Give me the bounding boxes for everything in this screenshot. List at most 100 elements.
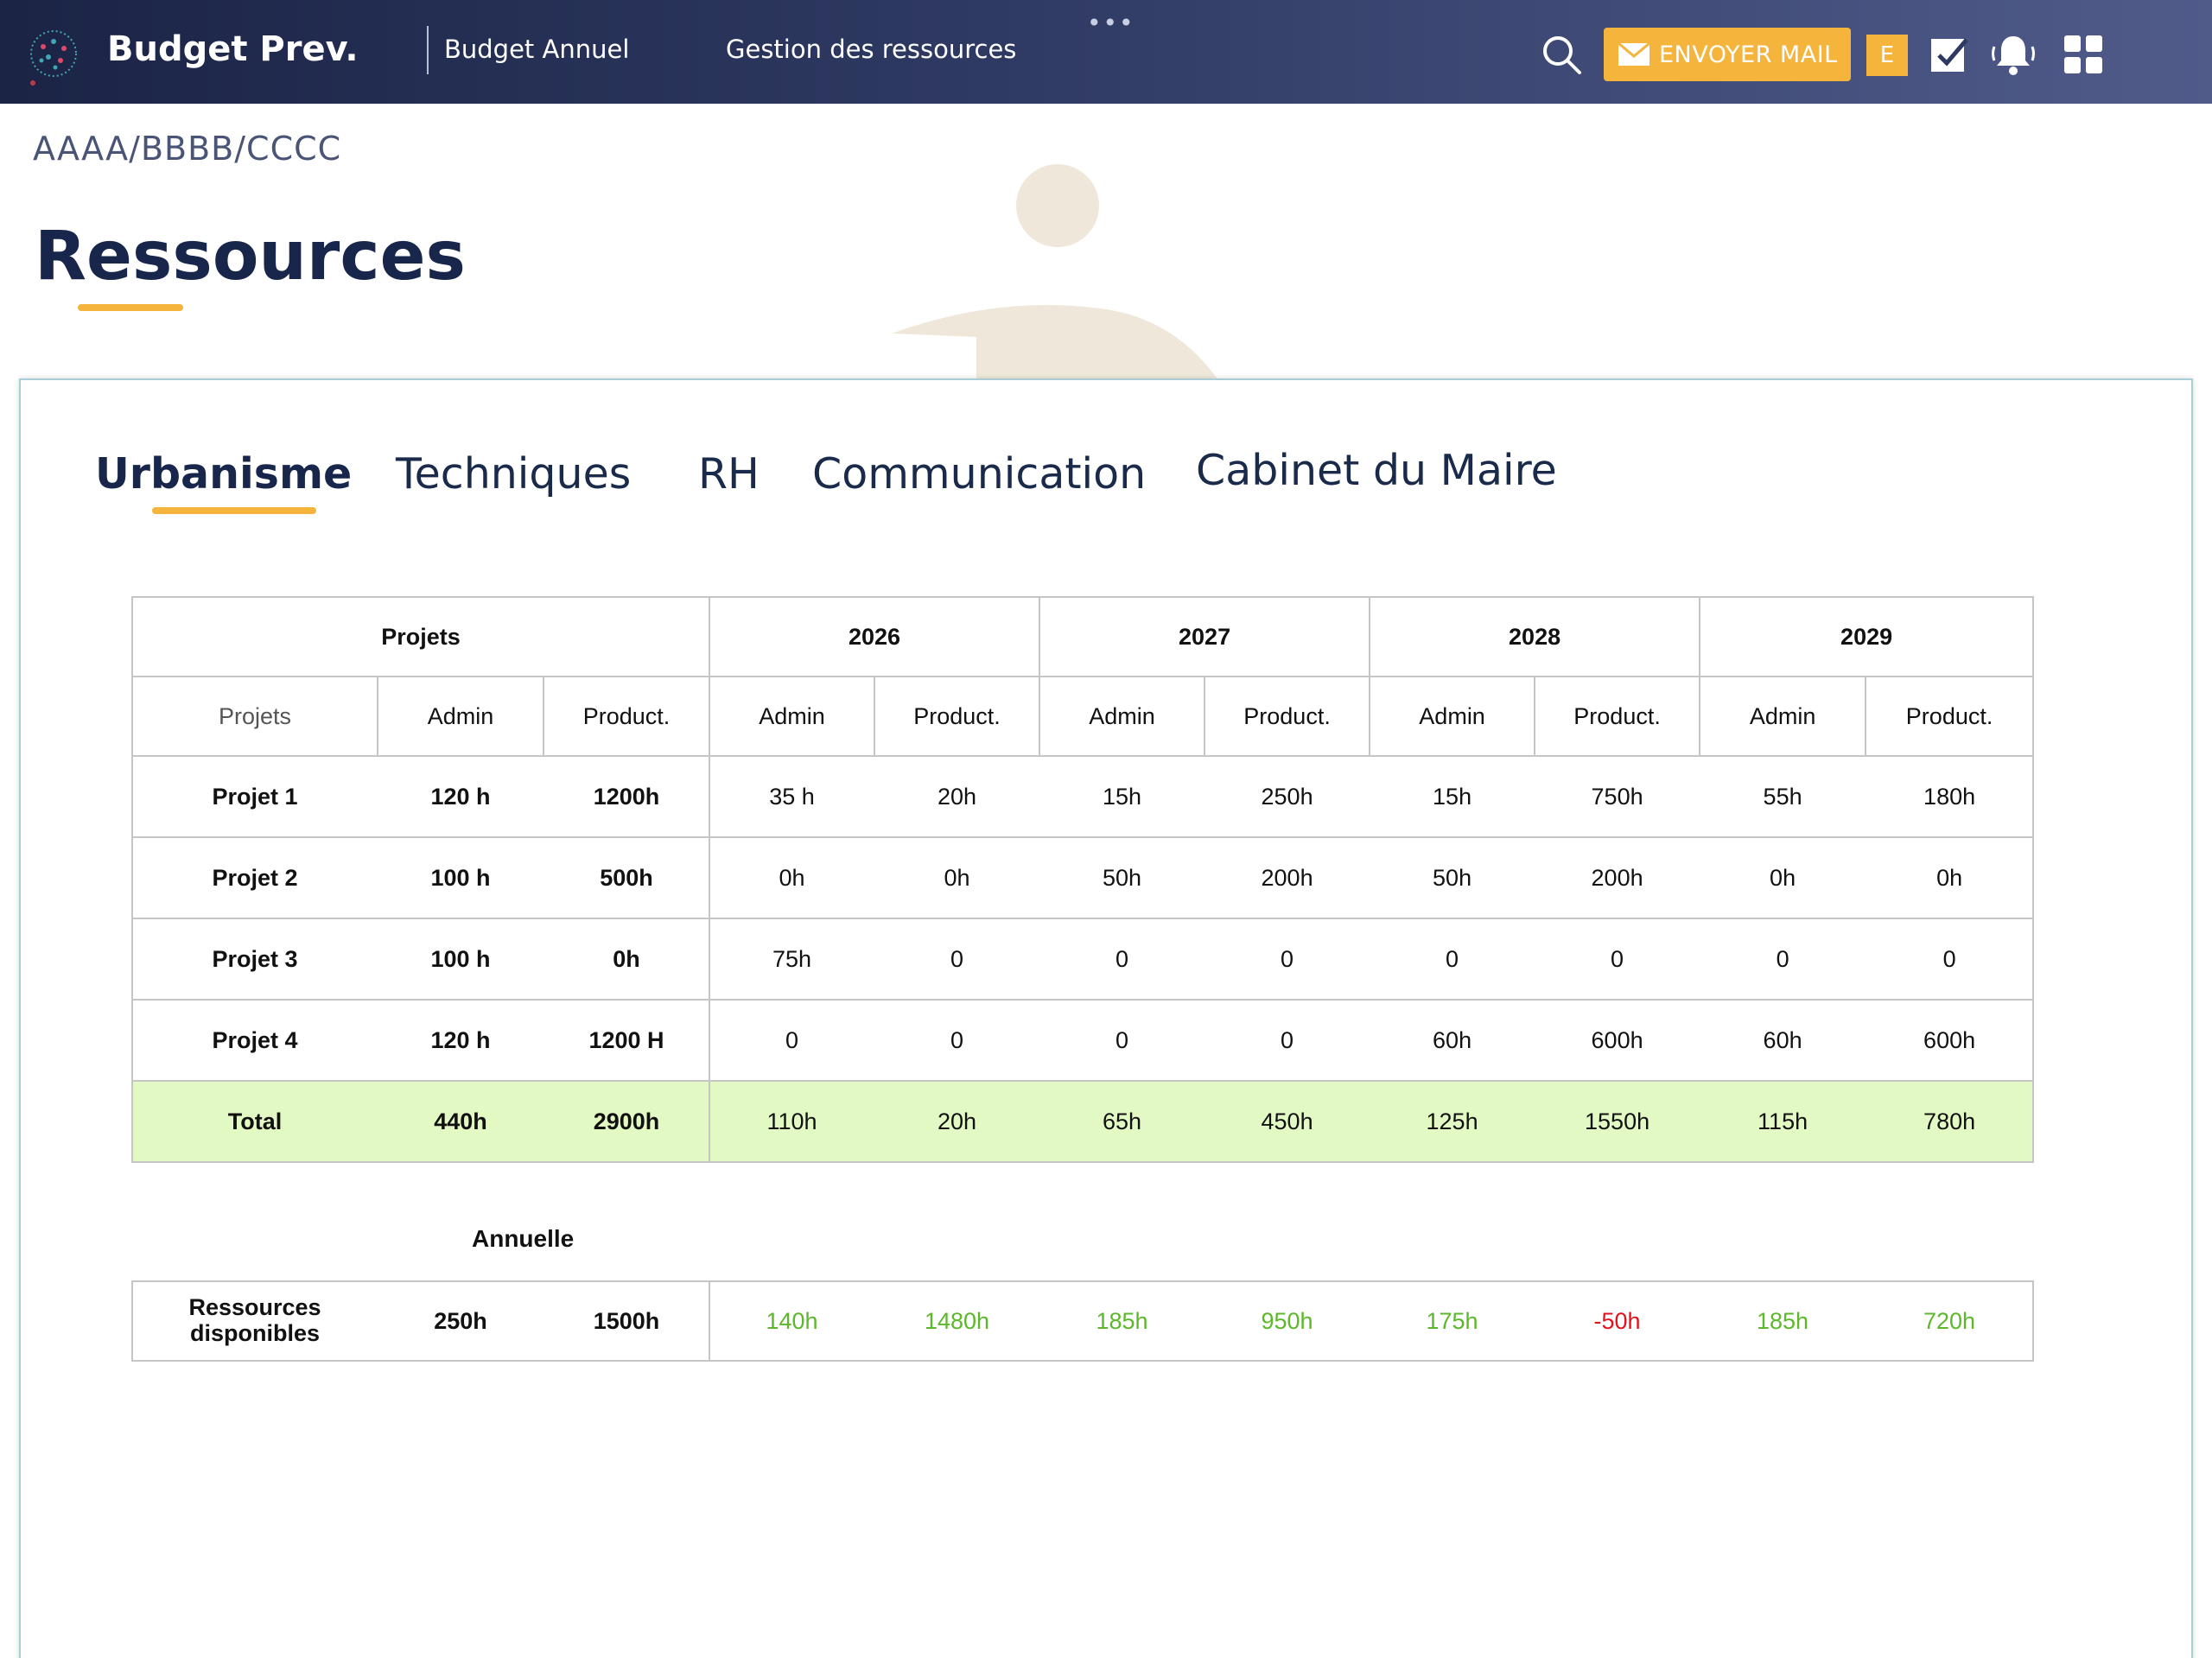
header-year-2029: 2029 <box>1699 596 2035 677</box>
table-cell: 0h <box>1866 836 2035 919</box>
total-cell: 20h <box>874 1080 1040 1163</box>
user-avatar[interactable]: E <box>1866 35 1908 76</box>
resources-row: Ressources disponibles 250h 1500h 140h 1… <box>131 1280 2034 1362</box>
mail-icon <box>1618 42 1650 66</box>
tab-cabinet-du-maire[interactable]: Cabinet du Maire <box>1196 446 1557 495</box>
subheader-cell: Admin <box>1369 676 1536 757</box>
table-cell: 50h <box>1039 836 1205 919</box>
resource-cell: 175h <box>1370 1280 1535 1362</box>
header-year-2027: 2027 <box>1039 596 1371 677</box>
table-cell: 0 <box>1205 999 1370 1082</box>
table-row: Projet 3 100 h 0h 75h 0 0 0 0 0 0 0 <box>131 918 2035 1001</box>
table-cell: 35 h <box>709 755 875 838</box>
table-cell: 55h <box>1700 755 1866 838</box>
table-cell: 600h <box>1866 999 2035 1082</box>
resource-cell-negative: -50h <box>1535 1280 1700 1362</box>
tab-communication[interactable]: Communication <box>812 449 1147 499</box>
table-cell: 75h <box>709 918 875 1001</box>
table-cell: 200h <box>1535 836 1700 919</box>
table-cell: 15h <box>1370 755 1535 838</box>
resource-cell: 720h <box>1866 1280 2034 1362</box>
tab-urbanisme[interactable]: Urbanisme <box>95 449 353 499</box>
year-header-row: Projets 2026 2027 2028 2029 <box>130 596 2035 677</box>
subheader-cell: Product. <box>1865 676 2035 757</box>
total-cell: 2900h <box>543 1080 711 1163</box>
resources-table: Projets 2026 2027 2028 2029 Projets Admi… <box>130 596 2035 1163</box>
table-cell: 60h <box>1370 999 1535 1082</box>
table-row: Projet 1 120 h 1200h 35 h 20h 15h 250h 1… <box>131 755 2035 838</box>
subheader-cell: Product. <box>542 676 711 757</box>
table-cell: 1200h <box>543 755 711 838</box>
header-year-2028: 2028 <box>1369 596 1701 677</box>
tasks-check-icon[interactable] <box>1929 35 1970 76</box>
subheader-cell: Admin <box>1039 676 1206 757</box>
table-row: Projet 2 100 h 500h 0h 0h 50h 200h 50h 2… <box>131 836 2035 919</box>
active-tab-indicator <box>152 507 316 514</box>
watermark-logo <box>892 164 1218 380</box>
total-cell: 1550h <box>1535 1080 1700 1163</box>
resource-cell: 1480h <box>874 1280 1039 1362</box>
tab-rh[interactable]: RH <box>698 449 760 499</box>
table-cell: 20h <box>874 755 1040 838</box>
bell-notification-icon[interactable] <box>1989 31 2037 79</box>
top-navigation-bar: Budget Prev. Budget Annuel Gestion des r… <box>0 0 2212 104</box>
total-cell: 110h <box>709 1080 875 1163</box>
send-mail-label: ENVOYER MAIL <box>1659 41 1838 68</box>
table-cell: 1200 H <box>543 999 711 1082</box>
subheader-cell: Product. <box>874 676 1041 757</box>
table-cell: 0 <box>874 999 1040 1082</box>
table-cell: 0 <box>1370 918 1535 1001</box>
total-cell: 65h <box>1039 1080 1205 1163</box>
project-name-cell: Projet 2 <box>131 836 378 919</box>
project-name-cell: Projet 4 <box>131 999 378 1082</box>
table-cell: 0h <box>874 836 1040 919</box>
resource-cell: 185h <box>1700 1280 1866 1362</box>
subheader-cell: Admin <box>709 676 876 757</box>
table-cell: 200h <box>1205 836 1370 919</box>
title-underline <box>78 304 183 311</box>
total-cell: 450h <box>1205 1080 1370 1163</box>
resources-label-cell: Ressources disponibles <box>131 1280 378 1362</box>
table-cell: 750h <box>1535 755 1700 838</box>
table-cell: 180h <box>1866 755 2035 838</box>
table-cell: 100 h <box>378 918 543 1001</box>
app-logo-icon <box>30 30 77 86</box>
send-mail-button[interactable]: ENVOYER MAIL <box>1604 28 1851 81</box>
search-icon[interactable] <box>1540 33 1583 76</box>
table-cell: 0 <box>1205 918 1370 1001</box>
table-cell: 120 h <box>378 999 543 1082</box>
header-projets: Projets <box>130 596 711 677</box>
table-cell: 60h <box>1700 999 1866 1082</box>
subheader-row: Projets Admin Product. Admin Product. Ad… <box>131 676 2035 757</box>
table-cell: 600h <box>1535 999 1700 1082</box>
nav-budget-annuel[interactable]: Budget Annuel <box>444 35 630 64</box>
breadcrumb[interactable]: AAAA/BBBB/CCCC <box>33 130 342 168</box>
table-cell: 0 <box>1039 918 1205 1001</box>
total-row: Total 440h 2900h 110h 20h 65h 450h 125h … <box>131 1080 2035 1163</box>
page-title: Ressources <box>35 218 466 295</box>
nav-divider <box>427 26 429 74</box>
table-cell: 0 <box>874 918 1040 1001</box>
total-cell: 780h <box>1866 1080 2035 1163</box>
tab-techniques[interactable]: Techniques <box>396 449 632 499</box>
resource-cell: 185h <box>1039 1280 1205 1362</box>
subheader-cell: Admin <box>1699 676 1867 757</box>
resource-cell: 140h <box>709 1280 874 1362</box>
project-name-cell: Projet 3 <box>131 918 378 1001</box>
app-title: Budget Prev. <box>107 29 359 69</box>
table-cell: 15h <box>1039 755 1205 838</box>
subheader-cell: Product. <box>1204 676 1371 757</box>
table-cell: 0 <box>1866 918 2035 1001</box>
nav-gestion-ressources[interactable]: Gestion des ressources <box>726 35 1017 64</box>
total-label-cell: Total <box>131 1080 378 1163</box>
table-cell: 0 <box>1700 918 1866 1001</box>
table-cell: 500h <box>543 836 711 919</box>
table-cell: 120 h <box>378 755 543 838</box>
more-options-icon[interactable]: ••• <box>1087 9 1135 37</box>
apps-grid-icon[interactable] <box>2063 35 2103 74</box>
table-cell: 250h <box>1205 755 1370 838</box>
subheader-cell: Admin <box>377 676 544 757</box>
header-year-2026: 2026 <box>709 596 1041 677</box>
table-cell: 0h <box>709 836 875 919</box>
subheader-cell: Product. <box>1534 676 1701 757</box>
